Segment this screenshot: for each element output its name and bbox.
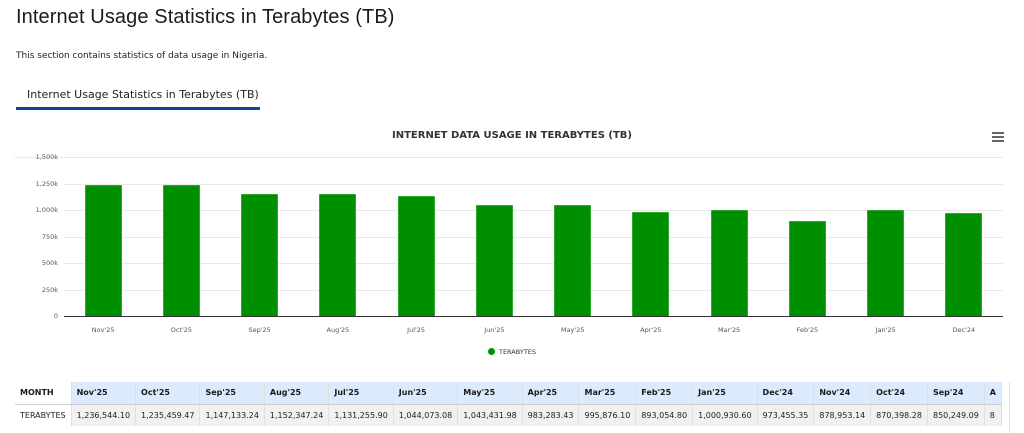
y-axis-tick-label: 1,500k	[35, 153, 58, 161]
bar[interactable]	[84, 184, 122, 316]
gridline	[64, 289, 1003, 291]
table-cell: 995,876.10	[578, 404, 637, 426]
x-axis-tick-label: Oct'25	[170, 326, 193, 334]
y-axis-tick-label: 1,250k	[35, 179, 58, 188]
x-axis-tick-label: Apr'25	[640, 326, 662, 334]
x-axis-tick-label: Mar'25	[717, 326, 741, 334]
bar[interactable]	[475, 205, 513, 316]
table-cell: 983,283.43	[522, 404, 580, 426]
y-axis-tick-label: 250k	[41, 285, 58, 294]
y-axis-tick-label: 500k	[41, 259, 58, 267]
x-axis-tick-label: Dec'24	[952, 326, 976, 334]
y-axis-tick-label: 1,000k	[35, 206, 58, 214]
table-row: TERABYTES 1,236,544.10 1,235,459.47 1,147,1…	[15, 404, 1003, 426]
x-axis-tick-label: May'25	[560, 326, 585, 334]
tab-label: Internet Usage Statistics in Terabytes (…	[27, 88, 259, 101]
table-cell: 973,455.35	[757, 404, 815, 426]
bar[interactable]	[162, 185, 200, 316]
data-table: MONTH Nov'25 Oct'25 Sep'25 Aug'25 Jul'25 Jun'2…	[15, 382, 1003, 426]
column-header: Jun'25	[393, 382, 459, 405]
x-axis-tick-label: Jul'25	[407, 326, 426, 334]
table-cell: 1,000,930.60	[692, 404, 758, 426]
plot-area: 0 250k 500k 750k 1,000k 1,250k 1,500k Nov'25 Oct…	[36, 153, 1003, 334]
column-header: Jan'25	[692, 382, 758, 405]
column-header: Aug'25	[264, 382, 330, 405]
column-header: Sep'25	[199, 382, 265, 405]
column-header: A	[984, 382, 1003, 405]
y-axis-tick-label: 750k	[41, 232, 58, 241]
gridline	[64, 236, 1003, 238]
gridline	[64, 210, 1003, 211]
page-title: Internet Usage Statistics in Terabytes (…	[16, 6, 395, 28]
column-header: Oct'24	[870, 382, 928, 405]
gridline	[64, 263, 1003, 264]
gridline	[64, 157, 1003, 158]
bar[interactable]	[788, 221, 826, 316]
gridline	[64, 183, 1003, 185]
column-header: Apr'25	[522, 382, 580, 405]
bar[interactable]	[945, 212, 983, 316]
bar[interactable]	[710, 210, 748, 316]
hamburger-menu-icon[interactable]	[992, 132, 1004, 142]
legend-label: TERABYTES	[498, 348, 537, 356]
column-header: Sep'24	[927, 382, 985, 405]
table-cell: 8	[984, 404, 1003, 426]
y-axis-tick-label: 0	[53, 312, 58, 320]
chart-title: INTERNET DATA USAGE IN TERABYTES (TB)	[392, 130, 632, 141]
x-axis-tick-label: Nov'25	[91, 326, 115, 334]
tab-internet-usage[interactable]: Internet Usage Statistics in Terabytes (…	[16, 80, 260, 110]
column-header: Nov'24	[813, 382, 872, 405]
bar[interactable]	[867, 209, 905, 316]
row-header-month: MONTH	[15, 382, 72, 405]
x-axis-tick-label: Feb'25	[796, 326, 819, 334]
bar[interactable]	[632, 211, 670, 316]
bar[interactable]	[554, 205, 592, 316]
x-axis-tick-label: Aug'25	[326, 326, 350, 334]
column-header: Dec'24	[757, 382, 815, 405]
table-cell: 1,235,459.47	[135, 404, 201, 426]
x-axis-line	[64, 316, 1003, 317]
table-cell: 850,249.09	[927, 404, 985, 426]
column-header: May'25	[457, 382, 523, 405]
legend-dot-icon	[487, 348, 495, 355]
column-header: Feb'25	[635, 382, 694, 405]
data-table-container: MONTH Nov'25 Oct'25 Sep'25 Aug'25 Jul'25 Jun'2…	[15, 382, 1010, 433]
column-header: Jul'25	[328, 382, 394, 405]
table-cell: 1,236,544.10	[71, 404, 137, 426]
table-cell: 1,043,431.98	[457, 404, 523, 426]
chart-container: INTERNET DATA USAGE IN TERABYTES (TB) 0 2…	[14, 120, 1010, 370]
x-axis-tick-label: Jan'25	[875, 326, 896, 334]
table-cell: 878,953.14	[813, 404, 872, 426]
column-header: Mar'25	[578, 382, 637, 405]
x-axis-tick-label: Sep'25	[248, 326, 271, 334]
table-cell: 1,044,073.08	[393, 404, 459, 426]
row-header-terabytes: TERABYTES	[15, 404, 72, 426]
legend-item-terabytes[interactable]: TERABYTES	[14, 348, 1010, 356]
table-cell: 893,054.80	[635, 404, 694, 426]
page-description: This section contains statistics of data…	[16, 51, 268, 61]
x-axis-tick-label: Jun'25	[484, 326, 505, 334]
bar[interactable]	[397, 196, 435, 316]
column-header: Oct'25	[135, 382, 201, 405]
table-cell: 870,398.28	[870, 404, 928, 426]
table-cell: 1,152,347.24	[264, 404, 330, 426]
bar[interactable]	[319, 193, 357, 316]
table-cell: 1,147,133.24	[199, 404, 265, 426]
table-cell: 1,131,255.90	[328, 404, 394, 426]
bar[interactable]	[241, 194, 279, 316]
column-header: Nov'25	[71, 382, 137, 405]
